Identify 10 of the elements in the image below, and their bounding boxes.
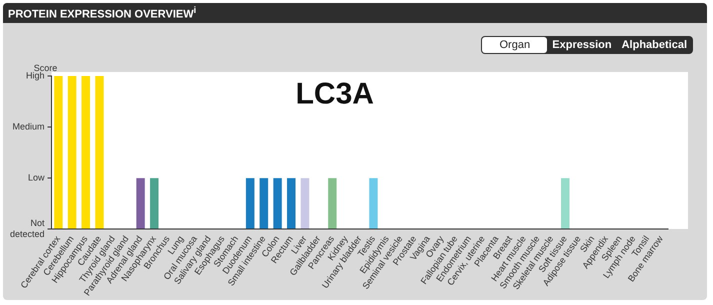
text: Alphabetical (620, 38, 688, 53)
chart-subtitle: LC3A (296, 77, 374, 110)
text: High (26, 70, 45, 80)
text: Low (28, 172, 46, 182)
text: Not detected (10, 218, 46, 239)
text: Expression (551, 38, 613, 53)
text: Medium (12, 121, 45, 132)
y-axis-title: Score (34, 62, 58, 73)
text: Organ (482, 37, 548, 53)
chart-title: PROTEIN EXPRESSION OVERVIEW$^{i}$ (8, 4, 196, 20)
